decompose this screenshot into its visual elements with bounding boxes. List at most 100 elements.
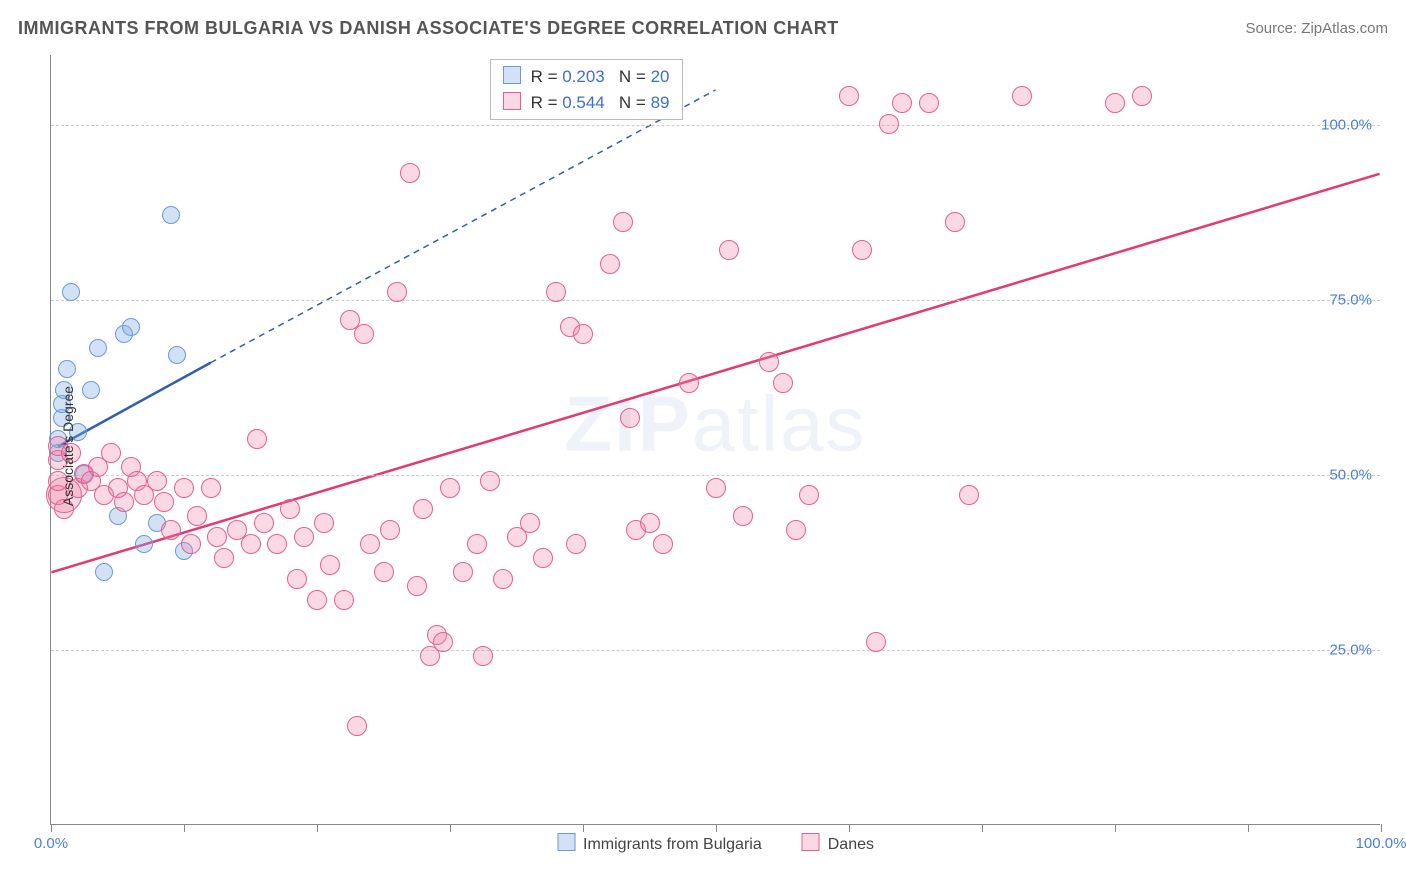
scatter-point xyxy=(62,283,80,301)
scatter-point xyxy=(945,212,965,232)
source-label: Source: ZipAtlas.com xyxy=(1245,20,1388,37)
scatter-point xyxy=(786,520,806,540)
scatter-point xyxy=(294,527,314,547)
x-tick xyxy=(849,824,850,832)
scatter-point xyxy=(168,346,186,364)
scatter-point xyxy=(247,429,267,449)
scatter-point xyxy=(82,381,100,399)
gridline xyxy=(51,300,1380,301)
scatter-point xyxy=(287,569,307,589)
scatter-point xyxy=(719,240,739,260)
scatter-point xyxy=(207,527,227,547)
scatter-point xyxy=(314,513,334,533)
scatter-point xyxy=(879,114,899,134)
scatter-point xyxy=(135,535,153,553)
scatter-point xyxy=(307,590,327,610)
scatter-point xyxy=(573,324,593,344)
scatter-point xyxy=(600,254,620,274)
scatter-point xyxy=(546,282,566,302)
scatter-point xyxy=(320,555,340,575)
scatter-point xyxy=(380,520,400,540)
scatter-point xyxy=(480,471,500,491)
scatter-point xyxy=(407,576,427,596)
scatter-point xyxy=(1132,86,1152,106)
scatter-point xyxy=(334,590,354,610)
scatter-point xyxy=(706,478,726,498)
gridline xyxy=(51,125,1380,126)
x-tick xyxy=(184,824,185,832)
scatter-point xyxy=(174,478,194,498)
scatter-point xyxy=(187,506,207,526)
x-tick xyxy=(1248,824,1249,832)
y-tick-label: 25.0% xyxy=(1329,642,1372,659)
stat-row: R = 0.203 N = 20 xyxy=(503,64,670,90)
correlation-stats-box: R = 0.203 N = 20R = 0.544 N = 89 xyxy=(490,59,683,120)
scatter-point xyxy=(799,485,819,505)
scatter-point xyxy=(214,548,234,568)
x-tick xyxy=(450,824,451,832)
x-tick xyxy=(982,824,983,832)
x-tick-label: 0.0% xyxy=(34,835,68,852)
watermark: ZIPatlas xyxy=(564,379,866,470)
stat-row: R = 0.544 N = 89 xyxy=(503,90,670,116)
scatter-point xyxy=(959,485,979,505)
scatter-point xyxy=(267,534,287,554)
scatter-point xyxy=(1012,86,1032,106)
scatter-point xyxy=(374,562,394,582)
scatter-point xyxy=(161,520,181,540)
scatter-point xyxy=(360,534,380,554)
scatter-point xyxy=(640,513,660,533)
scatter-point xyxy=(154,492,174,512)
scatter-point xyxy=(440,478,460,498)
scatter-point xyxy=(241,534,261,554)
x-tick xyxy=(1381,824,1382,832)
y-tick-label: 100.0% xyxy=(1321,117,1372,134)
scatter-point xyxy=(467,534,487,554)
scatter-point xyxy=(280,499,300,519)
legend-item: Immigrants from Bulgaria xyxy=(557,833,762,854)
scatter-point xyxy=(773,373,793,393)
scatter-point xyxy=(653,534,673,554)
scatter-point xyxy=(181,534,201,554)
gridline xyxy=(51,650,1380,651)
x-tick-label: 100.0% xyxy=(1356,835,1406,852)
scatter-point xyxy=(347,716,367,736)
scatter-point xyxy=(759,352,779,372)
legend-item: Danes xyxy=(802,833,874,854)
scatter-point xyxy=(387,282,407,302)
scatter-point xyxy=(89,339,107,357)
x-tick xyxy=(51,824,52,832)
scatter-plot-area: ZIPatlas R = 0.203 N = 20R = 0.544 N = 8… xyxy=(50,55,1380,825)
scatter-point xyxy=(866,632,886,652)
y-tick-label: 75.0% xyxy=(1329,292,1372,309)
scatter-point xyxy=(679,373,699,393)
scatter-point xyxy=(354,324,374,344)
chart-title: IMMIGRANTS FROM BULGARIA VS DANISH ASSOC… xyxy=(18,18,839,39)
scatter-point xyxy=(892,93,912,113)
scatter-point xyxy=(839,86,859,106)
scatter-point xyxy=(453,562,473,582)
scatter-point xyxy=(95,563,113,581)
scatter-point xyxy=(58,360,76,378)
scatter-point xyxy=(101,443,121,463)
bottom-legend: Immigrants from Bulgaria Danes xyxy=(557,833,874,854)
scatter-point xyxy=(493,569,513,589)
scatter-point xyxy=(613,212,633,232)
scatter-point xyxy=(1105,93,1125,113)
gridline xyxy=(51,475,1380,476)
scatter-point xyxy=(566,534,586,554)
y-tick-label: 50.0% xyxy=(1329,467,1372,484)
scatter-point xyxy=(201,478,221,498)
scatter-point xyxy=(254,513,274,533)
scatter-point xyxy=(919,93,939,113)
scatter-point xyxy=(620,408,640,428)
scatter-point xyxy=(114,492,134,512)
x-tick xyxy=(1115,824,1116,832)
scatter-point xyxy=(162,206,180,224)
x-tick xyxy=(716,824,717,832)
scatter-point xyxy=(473,646,493,666)
y-axis-label: Associate's Degree xyxy=(60,386,76,506)
scatter-point xyxy=(733,506,753,526)
x-tick xyxy=(583,824,584,832)
scatter-point xyxy=(852,240,872,260)
